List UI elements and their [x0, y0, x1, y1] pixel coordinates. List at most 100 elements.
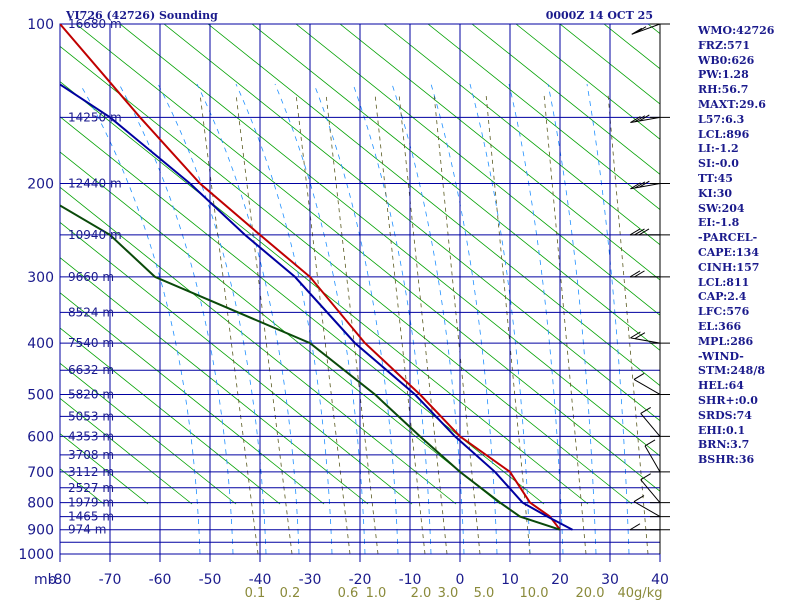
- temperature-tick-label: -30: [299, 572, 322, 588]
- index-item: FRZ:571: [698, 38, 751, 52]
- wind-barb-flag: [634, 228, 645, 236]
- wind-barb-flag: [630, 331, 641, 339]
- temperature-tick-label: -10: [399, 572, 422, 588]
- index-item: HEL:64: [698, 379, 744, 393]
- index-item: PW:1.28: [698, 68, 749, 82]
- pressure-tick-label: 300: [27, 270, 54, 286]
- height-label: 16680 m: [68, 17, 122, 31]
- dry-adiabat-line: [207, 24, 660, 387]
- index-item: STM:248/8: [698, 364, 765, 378]
- temperature-tick-label: -50: [199, 572, 222, 588]
- wind-barbs: [629, 23, 670, 554]
- index-item: EHI:0.1: [698, 423, 746, 437]
- pressure-tick-label: 1000: [18, 547, 54, 563]
- dry-adiabat-line: [339, 24, 660, 281]
- height-label: 8524 m: [68, 305, 114, 319]
- height-label: 3708 m: [68, 448, 114, 462]
- dry-adiabat-line: [163, 24, 660, 422]
- mixing-ratio-line: [543, 93, 587, 554]
- temperature-tick-label: 30: [601, 572, 619, 588]
- wind-barb-flag: [638, 228, 650, 236]
- mixing-ratio-label: 0.1: [245, 586, 266, 600]
- mixing-ratio-line: [374, 93, 426, 554]
- wind-barb-shaft: [640, 413, 661, 437]
- index-item: SW:204: [698, 201, 745, 215]
- moist-adiabat-line: [313, 83, 399, 554]
- dry-adiabat-line: [295, 24, 660, 316]
- index-item: MAXT:29.6: [698, 97, 766, 111]
- wind-barb-flag: [634, 115, 646, 123]
- mixing-ratio-line: [295, 93, 351, 554]
- height-label: 12440 m: [68, 177, 122, 191]
- dry-adiabat-line: [515, 24, 660, 140]
- mixing-ratio-line: [235, 93, 293, 554]
- index-item: -PARCEL-: [698, 231, 758, 245]
- dry-adiabat-line: [60, 257, 369, 505]
- mixing-ratio-label: 2.0: [411, 586, 432, 600]
- pressure-tick-label: 900: [27, 523, 54, 539]
- index-item: LCL:896: [698, 127, 750, 141]
- dry-adiabat-line: [60, 362, 237, 505]
- index-item: SI:-0.0: [698, 157, 739, 171]
- dry-adiabat-line: [60, 397, 193, 505]
- mixing-ratio-label: 3.0: [438, 586, 459, 600]
- mixing-ratio-line: [398, 93, 448, 554]
- index-item: BRN:3.7: [698, 438, 750, 452]
- wind-barb-shaft: [640, 479, 661, 503]
- height-label: 1465 m: [68, 510, 114, 524]
- mixing-ratio-label: 40g/kg: [618, 586, 663, 600]
- pressure-tick-label: 200: [27, 177, 54, 193]
- pressure-tick-label: 400: [27, 336, 54, 352]
- moist-adiabat-line: [586, 83, 630, 554]
- wind-barb-flag: [644, 439, 656, 447]
- mixing-ratio-line: [433, 93, 481, 554]
- wind-barb-flag: [639, 180, 650, 188]
- valid-time: 0000Z 14 OCT 25: [546, 9, 653, 22]
- moist-adiabat-line: [118, 83, 234, 554]
- index-item: KI:30: [698, 186, 733, 200]
- dry-adiabat-line: [0, 24, 16, 504]
- wind-barb-flag: [629, 270, 641, 278]
- mixing-ratio-label: 20.0: [576, 586, 605, 600]
- index-item: RH:56.7: [698, 83, 749, 97]
- index-item: MPL:286: [698, 334, 754, 348]
- wind-barb-flag: [633, 373, 645, 380]
- series-line-temperature: [60, 24, 561, 531]
- dry-adiabat-line: [60, 327, 281, 505]
- index-item: WMO:42726: [698, 24, 775, 37]
- wind-barb-flag: [631, 27, 643, 35]
- index-item: TT:45: [698, 171, 733, 185]
- index-item: CINH:157: [698, 260, 760, 274]
- index-item: BSHR:36: [698, 453, 755, 467]
- dry-adiabat-line: [60, 292, 325, 505]
- height-label: 10940 m: [68, 228, 122, 242]
- height-label: 5053 m: [68, 409, 114, 423]
- station-title: VI726 (42726) Sounding: [65, 9, 218, 22]
- height-label: 3112 m: [68, 465, 114, 479]
- wind-barb-shaft: [644, 445, 661, 473]
- dry-adiabat-line: [75, 24, 660, 492]
- moist-adiabat-line: [352, 83, 432, 554]
- height-label: 7540 m: [68, 336, 114, 350]
- height-labels: 16680 m 14250 m 12440 m 10940 m 9660 m 8524 m…: [68, 17, 122, 537]
- dry-adiabat-line: [427, 24, 660, 211]
- dry-adiabat-line: [251, 24, 660, 351]
- moist-adiabat-line: [274, 83, 366, 554]
- mixing-ratio-label: 10.0: [520, 586, 549, 600]
- moist-adiabat-line: [391, 83, 465, 554]
- wind-barb-shaft: [633, 501, 661, 518]
- height-label: 2527 m: [68, 481, 114, 495]
- pressure-tick-label: 100: [27, 17, 54, 33]
- temperature-tick-label: -80: [49, 572, 72, 588]
- index-item: EI:-1.8: [698, 216, 740, 230]
- wind-barb-flag: [634, 181, 646, 189]
- dry-adiabat-line: [119, 24, 660, 457]
- index-item: CAPE:134: [698, 245, 759, 259]
- wind-barb-flag: [629, 523, 641, 531]
- mixing-ratio-line: [485, 93, 531, 554]
- temperature-tick-label: 20: [551, 572, 569, 588]
- temperature-tick-label: -40: [249, 572, 272, 588]
- wind-barb-flag: [633, 495, 645, 503]
